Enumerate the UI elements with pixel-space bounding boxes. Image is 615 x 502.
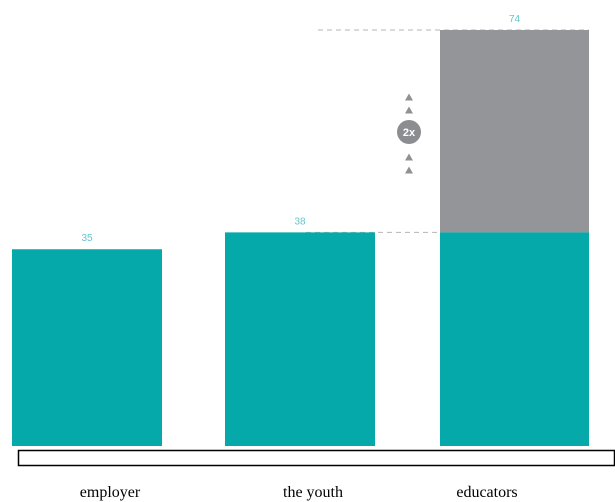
triangle-up-icon <box>405 94 413 101</box>
triangle-up-icon <box>405 107 413 114</box>
value-label: 35 <box>81 233 93 244</box>
value-label: 74 <box>509 14 521 25</box>
bar-increase-segment <box>440 30 589 232</box>
value-label: 38 <box>294 216 306 227</box>
bar-educators <box>440 232 589 446</box>
category-label: employer <box>80 484 141 501</box>
triangle-up-icon <box>405 154 413 161</box>
bar-employer <box>12 249 162 446</box>
axis-box <box>19 451 615 466</box>
triangle-up-icon <box>405 167 413 174</box>
bar-the-youth <box>225 232 375 446</box>
category-label: educators <box>456 484 517 501</box>
category-label: the youth <box>283 484 343 501</box>
ratio-badge-text: 2x <box>403 127 416 139</box>
